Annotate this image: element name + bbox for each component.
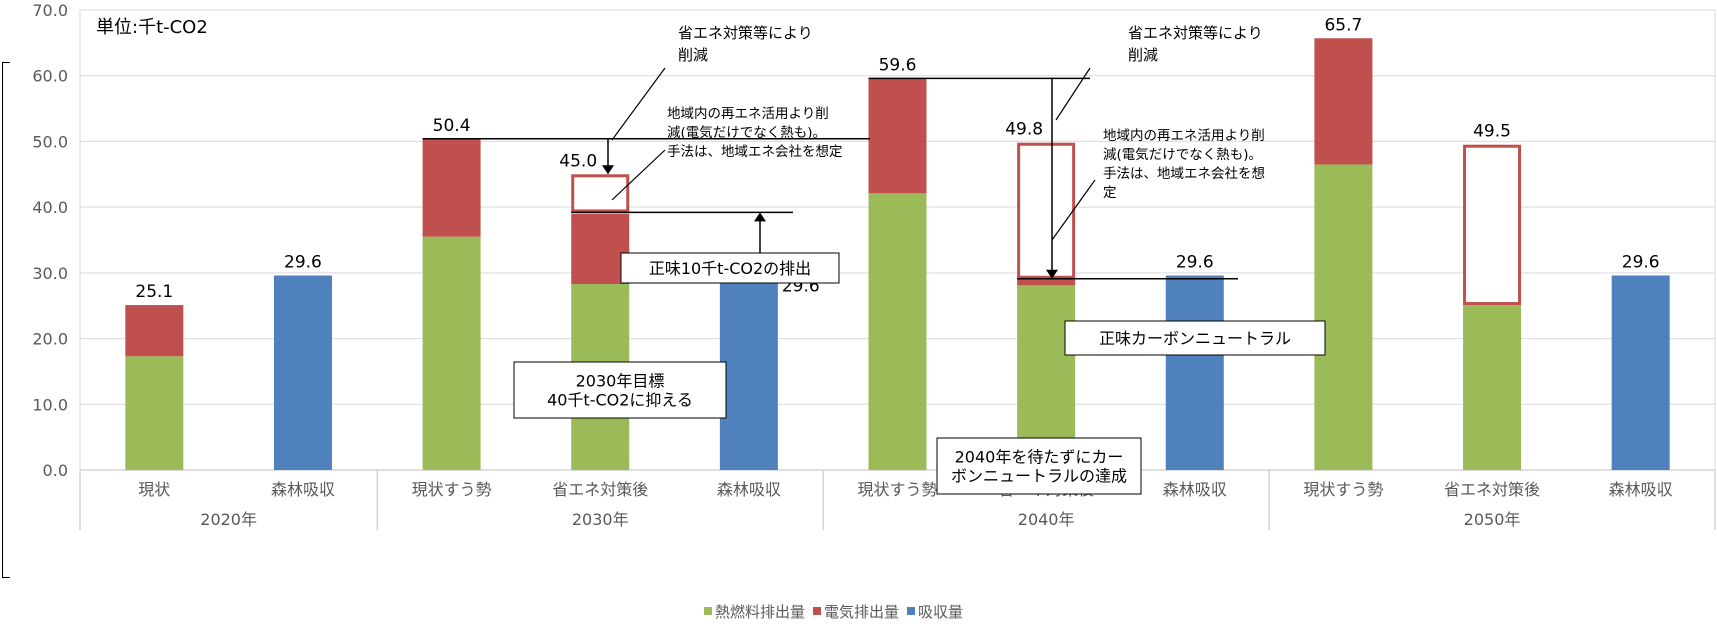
bar-absorption (1165, 275, 1224, 470)
annotation-net-zero-box (1064, 320, 1326, 356)
bar-renewable-reduction-outline (1017, 142, 1076, 279)
bar-electricity (1314, 38, 1373, 165)
annotation-renewable-2030: 減(電気だけでなく熱も)。 (667, 124, 826, 141)
bar-heat-fuel (422, 236, 481, 470)
annotation-savings-2030: 省エネ対策等により (678, 24, 813, 42)
data-label: 50.4 (433, 116, 471, 136)
legend-label: 熱燃料排出量 (715, 603, 805, 621)
y-tick-label: 70.0 (32, 1, 68, 20)
data-label: 29.6 (284, 252, 322, 272)
bar-heat-fuel (1463, 305, 1522, 470)
y-tick-label: 20.0 (32, 330, 68, 349)
annotation-renewable-2040: 地域内の再エネ活用より削 (1103, 128, 1265, 144)
savings-leader-2040 (1055, 67, 1091, 121)
legend-label: 吸収量 (918, 603, 963, 621)
data-label: 29.6 (1176, 252, 1214, 272)
net-10-arrow-head-top (754, 212, 766, 222)
x-category-label: 省エネ対策後 (1444, 480, 1540, 499)
annotation-target-2030: 2030年目標 (576, 372, 665, 391)
bar-heat-fuel (125, 356, 184, 470)
annotation-carbon-neutral-2040: ボンニュートラルの達成 (951, 467, 1127, 486)
bar-renewable-reduction-outline (1463, 144, 1522, 306)
data-label: 45.0 (559, 151, 597, 171)
data-label: 25.1 (135, 282, 173, 302)
reduction-arrow-2040-head (1046, 269, 1058, 279)
data-label: 49.5 (1473, 122, 1511, 142)
bar-absorption (719, 275, 778, 470)
annotation-savings-2030: 削減 (678, 46, 708, 64)
annotation-net-10-box (620, 252, 840, 284)
x-group-label: 2050年 (1464, 510, 1521, 529)
y-tick-label: 30.0 (32, 264, 68, 283)
legend-swatch (704, 607, 712, 615)
bar-electricity (571, 213, 630, 285)
annotation-renewable-2040: 定 (1103, 185, 1117, 201)
x-category-label: 現状すう勢 (857, 480, 937, 499)
bar-electricity (1017, 278, 1076, 286)
annotation-savings-2040: 削減 (1128, 46, 1158, 64)
x-group-label: 2020年 (200, 510, 257, 529)
x-category-label: 現状すう勢 (412, 480, 492, 499)
x-category-label: 森林吸収 (717, 480, 781, 499)
renewable-leader-2040 (1051, 179, 1096, 241)
x-category-label: 現状すう勢 (1303, 480, 1383, 499)
y-tick-label: 50.0 (32, 132, 68, 151)
unit-label: 単位:千t-CO2 (96, 17, 208, 38)
renewable-leader-2030 (611, 149, 666, 201)
annotation-renewable-2040: 手法は、地域エネ会社を想 (1103, 166, 1265, 182)
x-category-label: 森林吸収 (1163, 480, 1227, 499)
annotation-renewable-2030: 手法は、地域エネ会社を想定 (667, 144, 843, 160)
bar-heat-fuel (1314, 164, 1373, 470)
left-frame-decoration (2, 62, 10, 578)
savings-leader-2030 (611, 67, 666, 141)
bar-electricity (422, 138, 481, 237)
annotation-renewable-2040: 減(電気だけでなく熱も)。 (1103, 146, 1262, 163)
y-tick-label: 60.0 (32, 67, 68, 86)
bar-electricity (125, 305, 184, 357)
annotation-target-2030-box (513, 361, 727, 419)
x-category-label: 森林吸収 (1609, 480, 1673, 499)
x-group-label: 2030年 (572, 510, 629, 529)
y-tick-label: 10.0 (32, 395, 68, 414)
annotation-target-2030: 40千t-CO2に抑える (547, 391, 693, 410)
savings-arrow-2030-head (602, 165, 614, 175)
x-category-label: 省エネ対策後 (552, 480, 648, 499)
data-label: 29.6 (1622, 252, 1660, 272)
x-category-label: 森林吸収 (271, 480, 335, 499)
data-label: 59.6 (879, 55, 917, 75)
data-label: 49.8 (1005, 120, 1043, 140)
x-group-label: 2040年 (1018, 510, 1075, 529)
bar-absorption (1611, 275, 1670, 470)
annotation-net-zero: 正味カーボンニュートラル (1099, 329, 1291, 348)
legend-label: 電気排出量 (824, 603, 899, 621)
annotation-net-10: 正味10千t-CO2の排出 (649, 259, 811, 278)
y-tick-label: 40.0 (32, 198, 68, 217)
bar-absorption (273, 275, 332, 470)
annotation-renewable-2030: 地域内の再エネ活用より削 (667, 106, 829, 122)
y-tick-label: 0.0 (43, 461, 68, 480)
bar-heat-fuel (868, 193, 927, 471)
annotation-carbon-neutral-2040-box (936, 437, 1142, 495)
legend-swatch (813, 607, 821, 615)
x-category-label: 現状 (138, 480, 170, 499)
annotation-savings-2040: 省エネ対策等により (1128, 24, 1263, 42)
data-label: 65.7 (1324, 15, 1362, 35)
bar-electricity (868, 78, 927, 194)
legend-swatch (907, 607, 915, 615)
annotation-carbon-neutral-2040: 2040年を待たずにカー (955, 448, 1124, 467)
